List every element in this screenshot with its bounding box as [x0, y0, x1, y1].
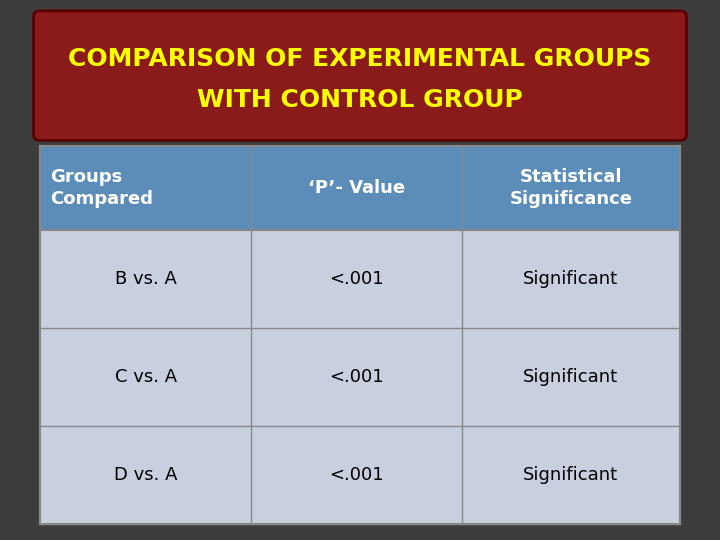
- FancyBboxPatch shape: [34, 11, 686, 140]
- Text: <.001: <.001: [330, 269, 384, 287]
- Bar: [40, 146, 680, 230]
- Text: Significant: Significant: [523, 368, 618, 386]
- Text: Significant: Significant: [523, 269, 618, 287]
- Text: COMPARISON OF EXPERIMENTAL GROUPS: COMPARISON OF EXPERIMENTAL GROUPS: [68, 48, 652, 71]
- Text: Statistical
Significance: Statistical Significance: [509, 167, 632, 208]
- Bar: [40, 146, 680, 524]
- Text: <.001: <.001: [330, 368, 384, 386]
- Text: D vs. A: D vs. A: [114, 465, 178, 484]
- Text: B vs. A: B vs. A: [115, 269, 177, 287]
- Text: C vs. A: C vs. A: [115, 368, 177, 386]
- Text: Significant: Significant: [523, 465, 618, 484]
- Text: ‘P’- Value: ‘P’- Value: [308, 179, 405, 197]
- Text: WITH CONTROL GROUP: WITH CONTROL GROUP: [197, 88, 523, 112]
- Text: <.001: <.001: [330, 465, 384, 484]
- Text: Groups
Compared: Groups Compared: [50, 167, 153, 208]
